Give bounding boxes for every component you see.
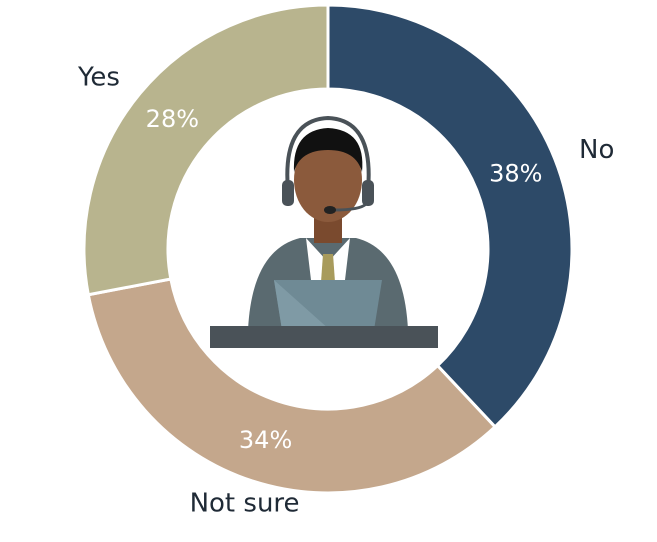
slice [86,277,498,495]
value-label: 38% [489,160,542,188]
value-label: 28% [146,105,199,133]
slice [326,3,574,429]
category-label: No [579,135,614,165]
value-label: 34% [239,426,292,454]
slice [82,3,330,297]
category-label: Not sure [190,488,300,518]
illustration [210,115,438,348]
category-label: Yes [77,63,120,93]
